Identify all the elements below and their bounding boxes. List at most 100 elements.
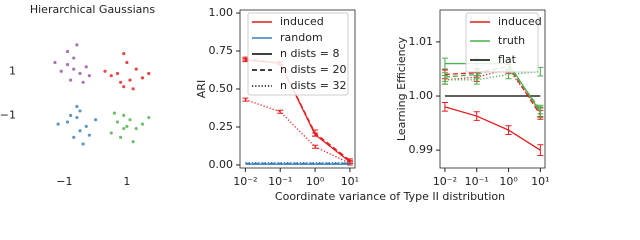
error-bar xyxy=(505,125,512,135)
legend-box xyxy=(247,12,349,96)
legend-label: induced xyxy=(498,15,542,28)
plot-frame xyxy=(239,9,356,169)
legend-box xyxy=(465,12,539,73)
error-bar xyxy=(441,57,448,70)
x-tick-label: 10⁻¹ xyxy=(465,175,489,188)
point xyxy=(72,135,76,139)
point xyxy=(122,85,126,89)
y-tick-label: −1 xyxy=(0,108,16,121)
line xyxy=(444,71,541,81)
point xyxy=(65,63,70,67)
point xyxy=(75,104,79,109)
y-tick-label: 1.00 xyxy=(409,89,434,102)
point xyxy=(75,115,79,120)
point xyxy=(122,126,126,131)
error-bar xyxy=(277,109,284,114)
point xyxy=(84,65,88,69)
legend-label: flat xyxy=(498,53,517,66)
y-tick-label: 1.00 xyxy=(209,6,234,19)
point xyxy=(128,78,132,82)
x-tick-label: −1 xyxy=(56,175,72,188)
error-bar xyxy=(242,56,249,61)
x-tick-label: 10¹ xyxy=(341,175,359,188)
point xyxy=(109,74,113,78)
y-axis-label: ARI xyxy=(195,80,208,98)
error-bar xyxy=(473,74,480,85)
legend-label: n dists = 32 xyxy=(280,79,347,92)
point xyxy=(128,118,132,122)
point xyxy=(122,113,126,117)
point xyxy=(84,124,88,128)
y-tick-label: 0.50 xyxy=(209,82,234,95)
y-tick-label: 1.01 xyxy=(409,35,434,48)
point xyxy=(78,129,82,133)
point xyxy=(78,71,82,76)
point xyxy=(81,80,85,84)
point xyxy=(119,80,123,84)
legend-label: n dists = 8 xyxy=(280,47,340,60)
y-tick-label: 0.99 xyxy=(409,143,434,156)
error-bar xyxy=(537,104,544,115)
point xyxy=(75,43,79,47)
point xyxy=(115,71,120,76)
error-bar xyxy=(441,102,448,112)
y-tick-label: 1 xyxy=(9,64,16,77)
point xyxy=(72,56,76,60)
line xyxy=(245,99,351,165)
x-tick-label: 10¹ xyxy=(531,175,549,188)
point xyxy=(119,135,123,139)
point xyxy=(72,67,76,71)
y-tick-label: 0.25 xyxy=(209,120,234,133)
point xyxy=(59,69,63,73)
point xyxy=(65,120,70,124)
legend-label: random xyxy=(280,31,323,44)
point xyxy=(140,76,145,80)
point xyxy=(87,74,91,78)
error-bar xyxy=(441,74,448,85)
error-bar xyxy=(537,144,544,157)
x-tick-label: 10⁰ xyxy=(306,175,325,188)
x-tick-label: 10⁻¹ xyxy=(268,175,292,188)
point xyxy=(87,133,91,137)
point xyxy=(78,109,82,113)
error-bar xyxy=(242,97,249,102)
y-axis-label: Learning Efficiency xyxy=(395,36,408,141)
point xyxy=(147,71,151,76)
error-bar xyxy=(473,111,480,121)
legend-label: n dists = 20 xyxy=(280,63,347,76)
point xyxy=(112,111,116,115)
chart-title: Hierarchical Gaussians xyxy=(30,3,156,16)
x-tick-label: 10⁻² xyxy=(433,175,457,188)
x-tick-label: 1 xyxy=(123,175,130,188)
point xyxy=(134,67,138,71)
x-tick-label: 10⁰ xyxy=(499,175,518,188)
point xyxy=(147,115,151,120)
point xyxy=(140,122,145,126)
point xyxy=(69,78,73,82)
error-bar xyxy=(312,129,319,137)
point xyxy=(65,49,70,54)
point xyxy=(122,52,126,56)
figure: Hierarchical Gaussians −1 1 1 −1 0.00 0.25 0.50… xyxy=(0,3,550,203)
legend-label: induced xyxy=(280,15,324,28)
point xyxy=(134,126,138,131)
point xyxy=(131,140,135,144)
point xyxy=(94,118,98,122)
point xyxy=(131,87,135,91)
point xyxy=(103,69,107,73)
point xyxy=(115,120,120,124)
legend-label: truth xyxy=(498,34,525,47)
line xyxy=(444,68,541,113)
point xyxy=(125,124,129,128)
error-bar xyxy=(312,144,319,149)
line xyxy=(444,106,541,151)
point xyxy=(53,60,57,65)
x-axis-label: Coordinate variance of Type II distribut… xyxy=(275,190,505,203)
point xyxy=(81,142,85,146)
y-tick-label: 0.75 xyxy=(209,44,234,57)
x-tick-label: 10⁻² xyxy=(233,175,257,188)
point xyxy=(69,113,73,117)
plot-frame xyxy=(439,9,546,169)
point xyxy=(56,122,60,126)
y-tick-label: 0.00 xyxy=(209,158,234,171)
